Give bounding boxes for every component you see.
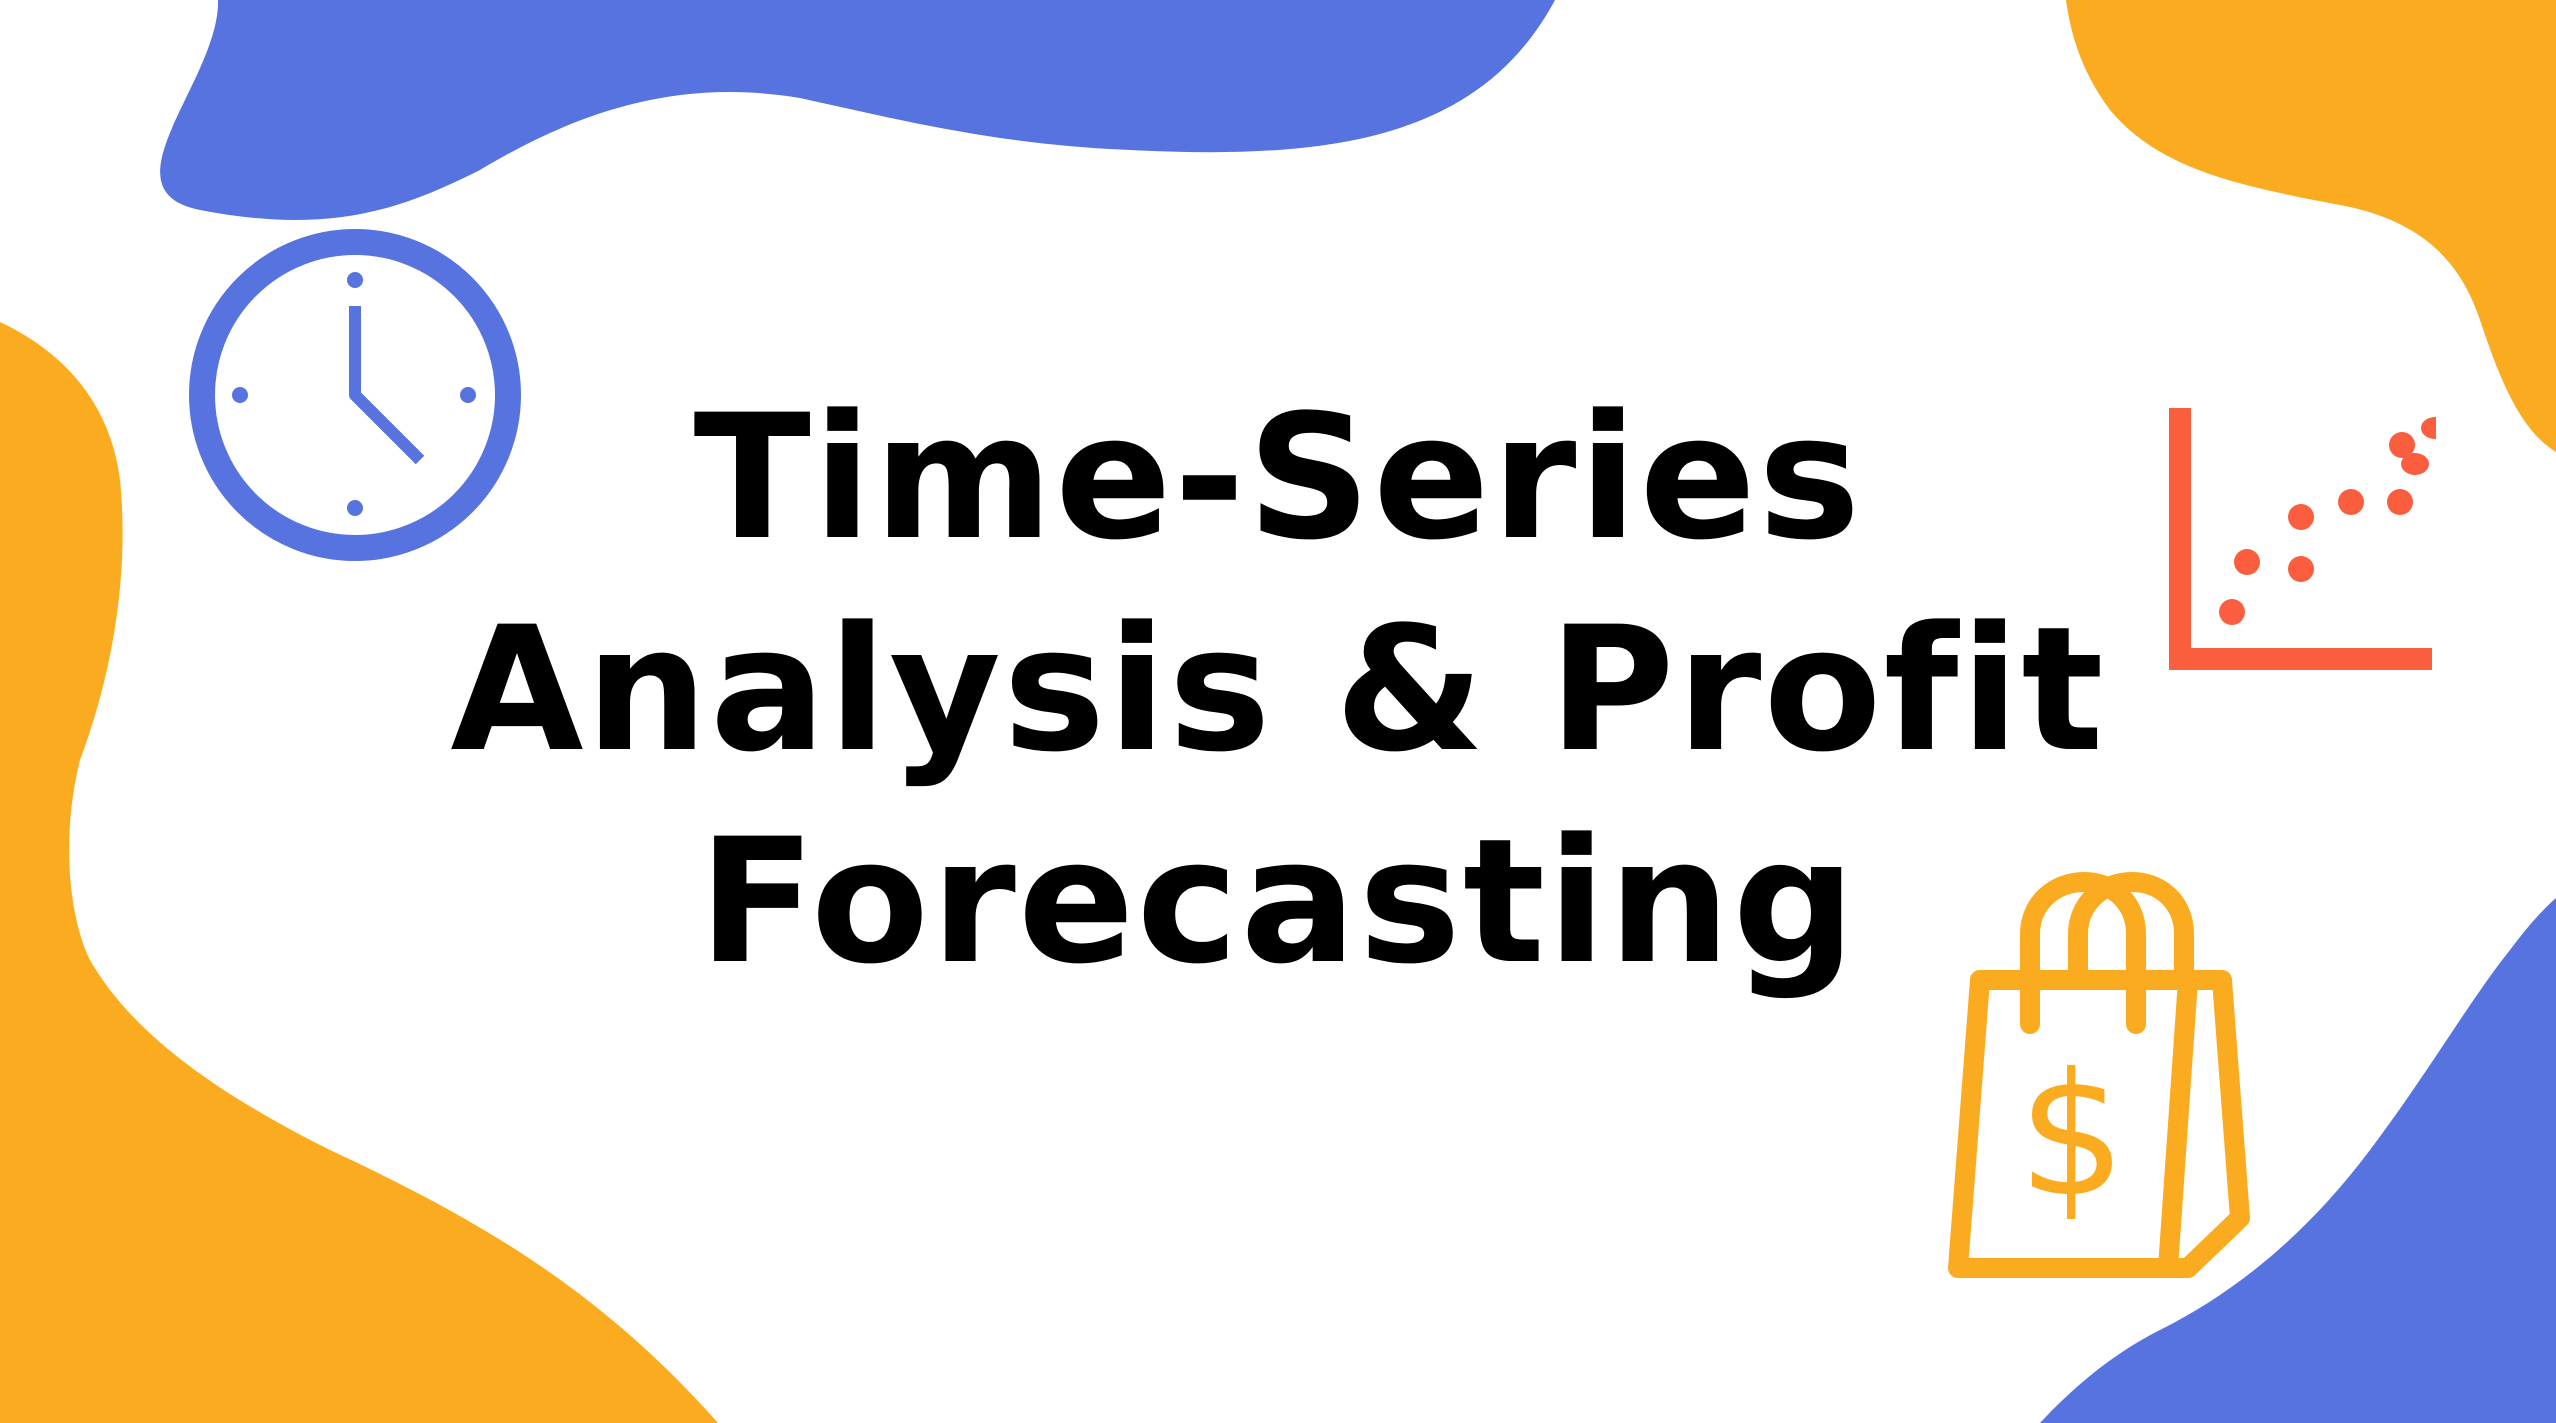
clock-icon (189, 229, 521, 561)
title-line-2: Analysis & Profit (450, 589, 2106, 790)
top-right-orange-blob (2066, 0, 2556, 452)
svg-text:$: $ (2018, 1037, 2126, 1235)
title-line-1: Time-Series (693, 377, 1863, 578)
shopping-bag-dollar-icon: $ (1948, 872, 2250, 1278)
bottom-right-blue-blob (2040, 898, 2556, 1423)
scatter-chart-icon (2169, 408, 2436, 670)
left-orange-blob (0, 322, 718, 1423)
title-line-3: Forecasting (698, 801, 1858, 1002)
page-title: Time-Series Analysis & Profit Forecastin… (378, 372, 2178, 1008)
top-blue-blob (160, 0, 1556, 221)
